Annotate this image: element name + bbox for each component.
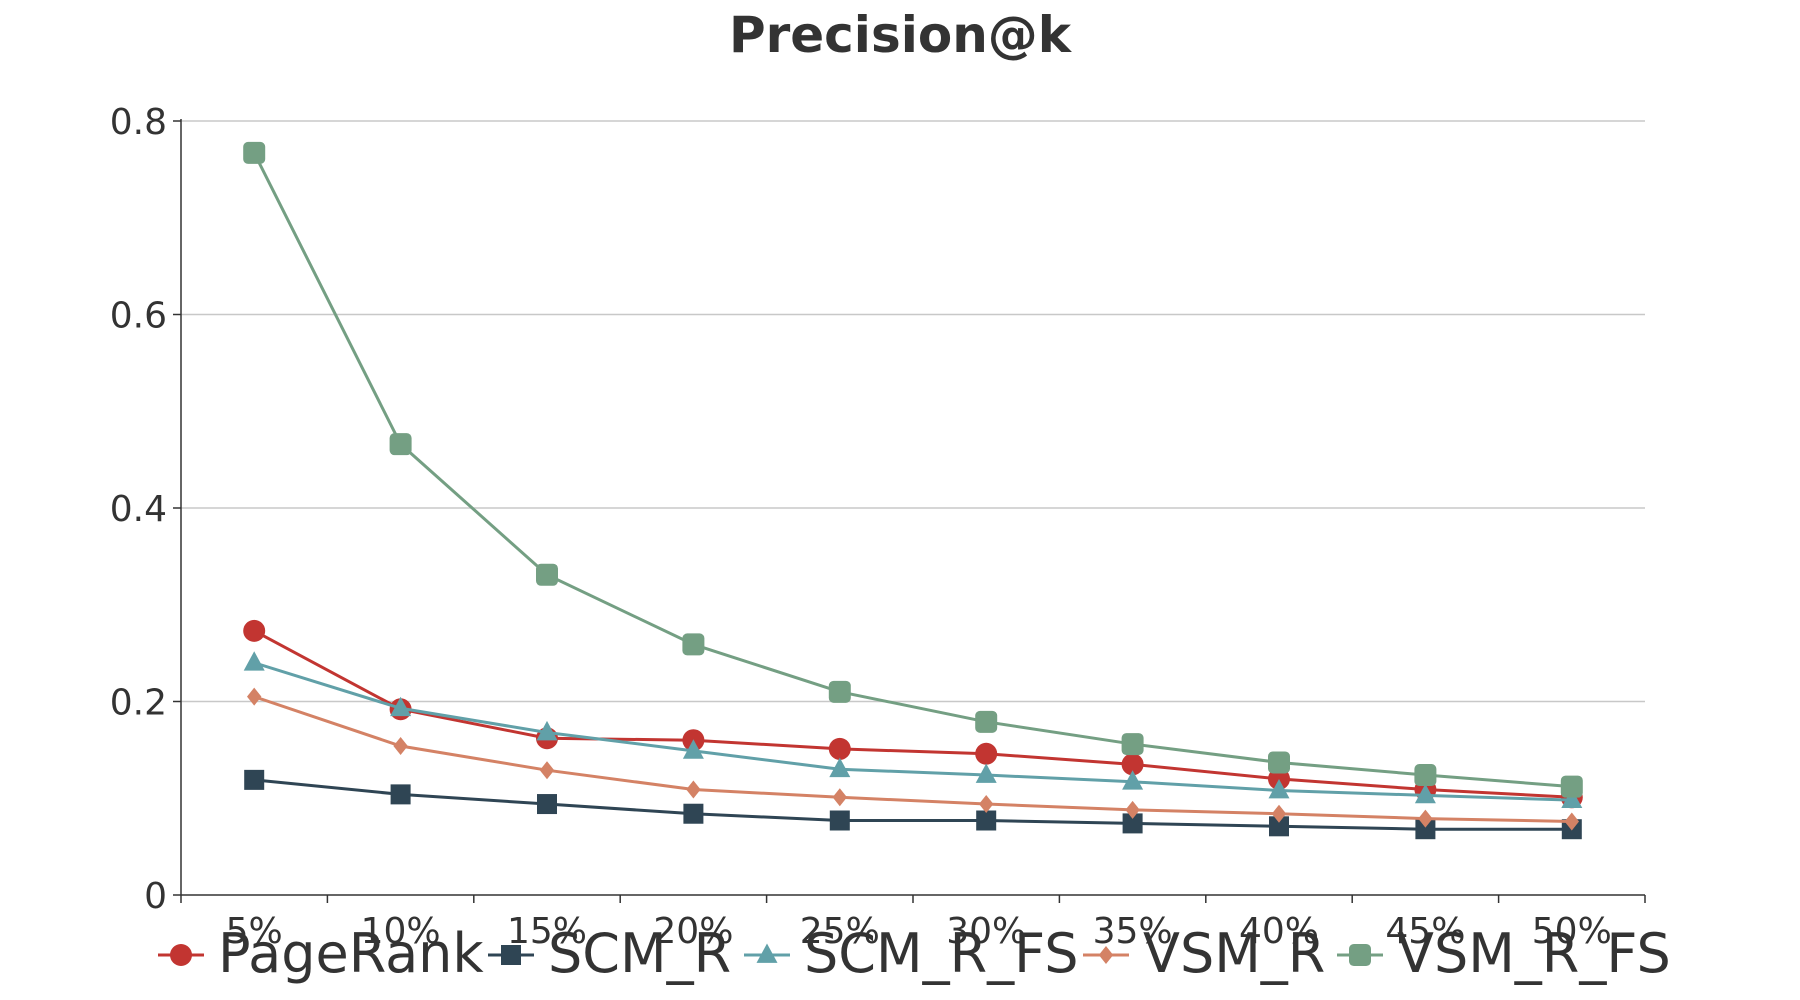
series-line <box>253 629 1572 799</box>
legend-item: PageRank <box>158 922 484 985</box>
data-point <box>390 784 411 805</box>
series-scm-r <box>244 769 1582 840</box>
y-tick-label: 0.8 <box>110 102 167 143</box>
x-tick-label: 40% <box>1239 911 1319 952</box>
data-point <box>1564 812 1579 831</box>
data-point <box>828 680 851 703</box>
legend-item: VSM_R <box>1083 922 1325 985</box>
series-line <box>253 661 1572 802</box>
legend-marker <box>1098 946 1114 964</box>
series-vsm-r <box>247 687 1579 831</box>
data-point <box>389 433 412 456</box>
data-point <box>1415 819 1436 840</box>
x-tick-label: 25% <box>800 911 880 952</box>
data-point <box>536 563 558 586</box>
data-point <box>1414 764 1437 787</box>
data-point <box>1560 775 1583 798</box>
data-point <box>539 761 555 780</box>
gridlines <box>181 120 1645 703</box>
series-line <box>253 695 1572 823</box>
data-point <box>244 769 265 790</box>
x-tick-label: 20% <box>653 911 733 952</box>
data-point <box>1418 809 1433 828</box>
y-tick-label: 0.6 <box>110 296 167 337</box>
series-scm-r-fs <box>243 651 1583 809</box>
x-tick-label: 5% <box>226 911 283 952</box>
data-point <box>686 780 701 799</box>
data-point <box>975 710 998 733</box>
data-point <box>828 737 851 760</box>
series-vsm-r-fs <box>243 141 1583 798</box>
data-point <box>975 763 997 783</box>
data-point <box>1125 800 1140 819</box>
legend-item: SCM_R <box>488 922 731 985</box>
data-point <box>829 810 850 831</box>
legend-marker <box>756 943 778 963</box>
data-point <box>536 720 558 741</box>
legend-label: SCM_R_FS <box>804 922 1078 985</box>
legend-label: PageRank <box>218 922 484 985</box>
data-point <box>537 794 557 815</box>
legend-marker <box>501 945 521 965</box>
x-tick-label: 30% <box>946 911 1026 952</box>
data-point <box>1121 733 1144 756</box>
data-point <box>682 739 704 759</box>
y-tick-label: 0 <box>144 876 167 917</box>
data-point <box>975 742 998 765</box>
legend-item: SCM_R_FS <box>744 922 1078 985</box>
data-point <box>1414 783 1436 804</box>
data-point <box>390 696 412 717</box>
data-point <box>243 619 266 642</box>
data-point <box>1122 813 1143 834</box>
x-tick-label: 45% <box>1385 911 1465 952</box>
legend: PageRank SCM_R SCM_R_FS VSM_R VSM_R_FS <box>158 922 1671 985</box>
data-point <box>1268 778 1290 799</box>
data-point <box>1268 751 1290 774</box>
data-point <box>1122 770 1144 790</box>
axes: 00.20.40.60.85% 10% 15% 20% 25% 30% 35% 40% 45% 5… <box>110 102 1646 952</box>
legend-label: VSM_R <box>1143 922 1325 985</box>
data-point <box>682 633 705 656</box>
legend-item: VSM_R_FS <box>1337 922 1671 985</box>
data-point <box>1121 753 1144 776</box>
series-group <box>243 141 1583 840</box>
series-line <box>252 152 1572 789</box>
data-point <box>243 651 265 671</box>
data-point <box>1561 788 1583 809</box>
y-tick-label: 0.4 <box>110 489 167 530</box>
legend-marker <box>1349 944 1371 966</box>
y-tick-label: 0.2 <box>110 683 167 724</box>
data-point <box>979 795 994 814</box>
data-point <box>832 788 847 807</box>
data-point <box>1269 816 1289 837</box>
x-tick-label: 50% <box>1532 911 1612 952</box>
legend-label: SCM_R <box>548 922 731 985</box>
data-point <box>976 810 997 831</box>
data-point <box>247 687 262 706</box>
legend-marker <box>170 944 192 966</box>
series-line <box>254 778 1572 831</box>
data-point <box>243 141 266 164</box>
chart-title: Precision@k <box>729 6 1073 64</box>
x-tick-label: 10% <box>361 911 441 952</box>
x-tick-label: 35% <box>1093 911 1173 952</box>
data-point <box>829 757 851 778</box>
legend-label: VSM_R_FS <box>1397 922 1671 985</box>
data-point <box>683 803 704 824</box>
data-point <box>393 737 408 756</box>
data-point <box>1271 804 1287 823</box>
